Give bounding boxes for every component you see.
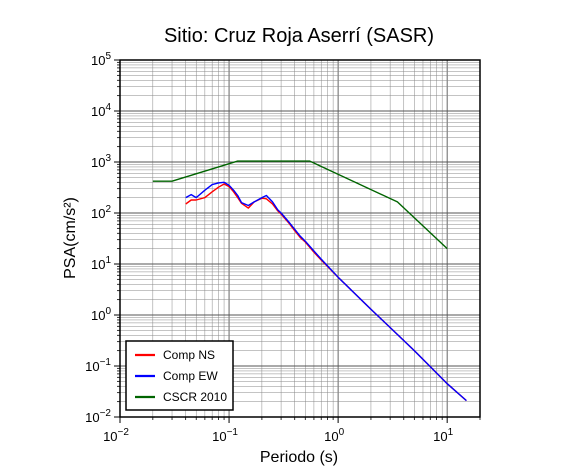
legend: Comp NS Comp EW CSCR 2010 [125,340,234,411]
y-tick-label: 104 [91,102,111,119]
y-tick-label: 10−1 [85,357,111,374]
y-tick-label: 101 [91,255,111,272]
series-line-cscr-2010 [152,160,448,250]
tick-marks [114,59,481,423]
y-tick-label: 100 [91,306,111,323]
x-tick-labels: 10−2 10−1 100 101 [103,427,454,444]
y-tick-label: 102 [91,204,111,221]
x-tick-label: 101 [433,427,453,444]
x-tick-label: 10−1 [212,427,238,444]
series-line-comp-ew [185,181,467,402]
y-tick-label: 103 [91,153,111,170]
y-tick-label: 10−2 [85,408,111,425]
x-tick-label: 10−2 [103,427,129,444]
y-tick-label: 105 [91,51,111,68]
grid [120,60,480,417]
legend-label-comp-ew: Comp EW [163,369,218,383]
plot-frame [119,59,481,418]
legend-label-cscr-2010: CSCR 2010 [163,390,227,404]
y-tick-labels: 10−2 10−1 100 101 102 103 104 105 [85,51,111,425]
legend-label-comp-ns: Comp NS [163,348,215,362]
chart-title: Sitio: Cruz Roja Aserrí (SASR) [164,25,434,47]
x-axis-label: Periodo (s) [260,449,338,466]
y-axis-label: PSA(cm/s²) [62,197,79,279]
series-layer [152,160,467,402]
x-tick-label: 100 [324,427,344,444]
